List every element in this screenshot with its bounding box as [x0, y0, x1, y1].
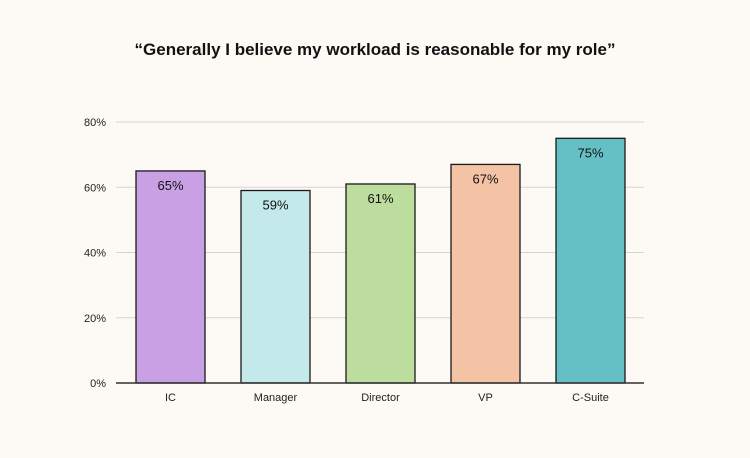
- x-tick-label: C-Suite: [572, 392, 609, 404]
- bar-ic: [135, 170, 206, 384]
- y-tick-label: 40%: [84, 248, 106, 260]
- data-label: 75%: [577, 145, 603, 160]
- y-tick-label: 60%: [84, 182, 106, 194]
- data-label: 65%: [157, 178, 183, 193]
- x-tick-label: IC: [165, 392, 176, 404]
- chart-title: “Generally I believe my workload is reas…: [134, 40, 616, 59]
- x-tick-label: Manager: [254, 392, 298, 404]
- bar-c-suite: [555, 137, 626, 384]
- bar-director: [345, 183, 416, 384]
- bar-vp: [450, 163, 521, 384]
- x-tick-label: Director: [361, 392, 400, 404]
- y-tick-label: 80%: [84, 117, 106, 129]
- y-tick-label: 20%: [84, 313, 106, 325]
- data-label: 67%: [472, 171, 498, 186]
- bar-manager: [240, 189, 311, 384]
- y-tick-label: 0%: [90, 378, 106, 390]
- data-label: 59%: [262, 198, 288, 213]
- data-label: 61%: [367, 191, 393, 206]
- x-tick-label: VP: [478, 392, 493, 404]
